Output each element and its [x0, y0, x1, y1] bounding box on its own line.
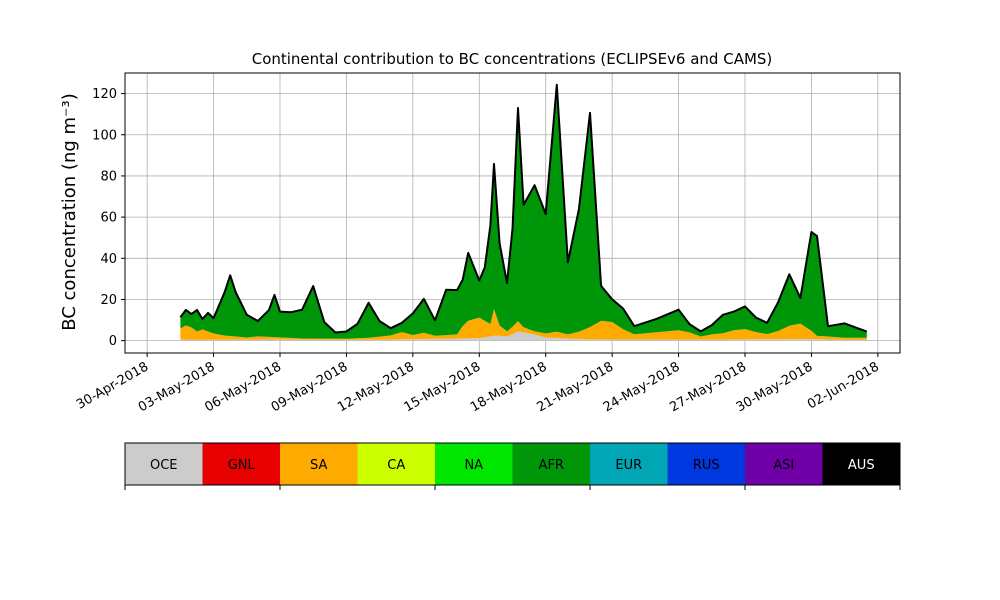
y-tick-label: 60	[100, 211, 117, 226]
colorbar-swatch-na	[435, 443, 513, 485]
colorbar-label-eur: EUR	[615, 458, 642, 473]
colorbar-swatch-oce	[125, 443, 203, 485]
colorbar-frame	[124, 442, 901, 486]
colorbar-swatch-afr	[512, 443, 591, 485]
area-sa	[180, 309, 867, 340]
colorbar-swatch-asi	[745, 443, 823, 485]
x-tick-label: 02-Jun-2018	[805, 359, 882, 412]
colorbar-label-gnl: GNL	[228, 458, 256, 473]
y-tick-label: 120	[92, 87, 117, 102]
colorbar-label-asi: ASI	[773, 458, 794, 473]
colorbar-label-na: NA	[464, 458, 483, 473]
plot-frame	[124, 72, 901, 354]
colorbar-label-rus: RUS	[693, 458, 720, 473]
area-afr	[180, 84, 867, 339]
y-tick-label: 100	[92, 128, 117, 143]
y-tick-label: 20	[100, 293, 117, 308]
total-line	[179, 83, 868, 334]
area-oce	[180, 331, 867, 341]
stacked-areas	[180, 84, 867, 341]
colorbar-swatch-gnl	[202, 443, 281, 485]
y-tick-label: 40	[100, 252, 117, 267]
y-tick-label: 80	[100, 169, 117, 184]
colorbar-swatch-ca	[357, 443, 436, 485]
x-axis-ticks: 30-Apr-201803-May-201806-May-201809-May-…	[74, 353, 882, 415]
colorbar-label-afr: AFR	[539, 458, 564, 473]
y-tick-label: 0	[109, 334, 117, 349]
colorbar-label-aus: AUS	[848, 458, 875, 473]
total-concentration-line	[179, 83, 868, 334]
colorbar-swatch-rus	[667, 443, 746, 485]
region-colorbar: OCE GNL SA CA NA AFR EUR RUS ASI AUS	[124, 442, 901, 490]
colorbar-swatch-eur	[590, 443, 668, 485]
colorbar-label-sa: SA	[310, 458, 327, 473]
y-axis-ticks: 0 20 40 60 80 100 120	[92, 87, 125, 349]
colorbar-swatch-aus	[822, 443, 901, 485]
colorbar-swatch-sa	[280, 443, 358, 485]
colorbar-label-oce: OCE	[150, 458, 178, 473]
y-axis-label: BC concentration (ng m⁻³)	[59, 93, 80, 331]
colorbar-label-ca: CA	[387, 458, 405, 473]
chart-title: Continental contribution to BC concentra…	[252, 50, 773, 68]
